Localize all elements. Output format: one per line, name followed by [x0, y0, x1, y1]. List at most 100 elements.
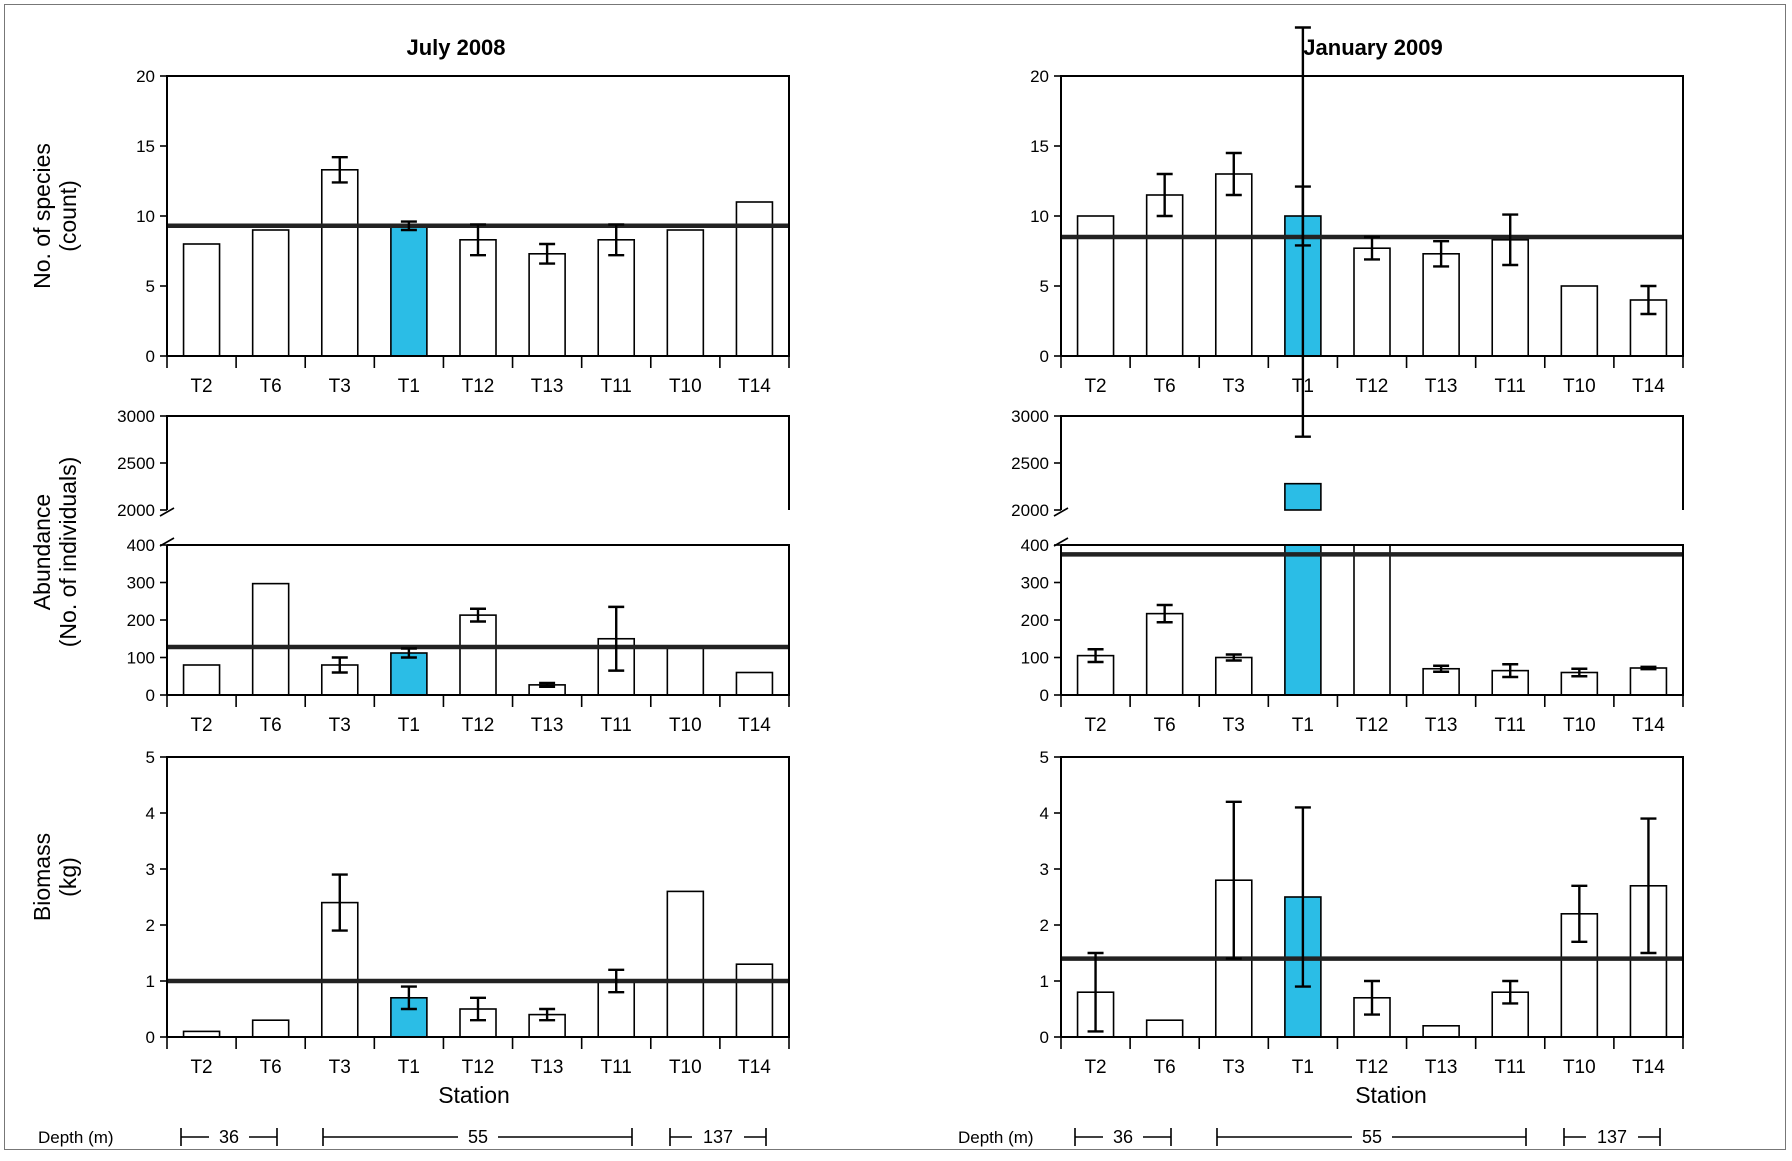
- ytick-label-jan-abundance-300: 300: [1021, 574, 1049, 593]
- ylabel-biomass-line1: Biomass: [29, 833, 55, 921]
- xtick-label-jul-biomass-T3: T3: [329, 1057, 351, 1078]
- depth-value-left-137: 137: [703, 1127, 733, 1147]
- ytick-label-jul-abundance-0: 0: [146, 686, 155, 705]
- xtick-label-jul-species-T3: T3: [329, 376, 351, 397]
- xtick-label-jul-biomass-T6: T6: [260, 1057, 282, 1078]
- xlabel-station-right: Station: [1355, 1082, 1427, 1108]
- error-bar-jul-abundance-T3: [331, 656, 348, 674]
- xtick-label-jan-biomass-T2: T2: [1084, 1057, 1106, 1078]
- xtick-label-jul-biomass-T2: T2: [190, 1057, 212, 1078]
- ytick-label-jul-abundance-300: 300: [127, 574, 155, 593]
- ytick-label-jan-biomass-4: 4: [1040, 804, 1049, 823]
- error-bar-jan-biomass-T10: [1571, 884, 1588, 943]
- xtick-label-jan-abundance-T14: T14: [1632, 715, 1665, 736]
- ytick-label-jan-species-5: 5: [1040, 277, 1049, 296]
- error-bar-jan-biomass-T3: [1225, 800, 1242, 960]
- error-bar-jan-species-T11: [1502, 213, 1519, 267]
- figure-frame: [4, 4, 1786, 1150]
- ytick-label-jul-species-0: 0: [146, 347, 155, 366]
- bar-jul-abundance-T6: [251, 582, 290, 696]
- bar-jan-species-T6: [1145, 194, 1184, 357]
- depth-value-left-55: 55: [468, 1127, 488, 1147]
- xtick-label-jul-abundance-T12: T12: [462, 715, 495, 736]
- panel-jul-species: 0 5 10 15 20 T2 T6 T3 T1 T12 T13 T11 T10 T14: [136, 67, 790, 397]
- error-bar-jul-species-T1: [400, 220, 417, 232]
- error-bar-jul-biomass-T13: [539, 1007, 556, 1022]
- ytick-label-jan-abundance-400: 400: [1021, 536, 1049, 555]
- depth-label-left: Depth (m): [38, 1128, 114, 1147]
- xtick-label-jan-abundance-T10: T10: [1563, 715, 1596, 736]
- error-bar-jan-biomass-T11: [1502, 979, 1519, 1005]
- error-bar-jan-biomass-T12: [1364, 979, 1380, 1016]
- depth-label-right: Depth (m): [958, 1128, 1034, 1147]
- xtick-label-jan-biomass-T10: T10: [1563, 1057, 1596, 1078]
- xtick-label-jul-abundance-T1: T1: [398, 715, 420, 736]
- panel-jul-biomass: 0 1 2 3 4 5 T2 T6 T3 T1 T12 T13 T11 T10 T14: [146, 748, 790, 1078]
- xtick-label-jan-species-T13: T13: [1425, 376, 1458, 397]
- error-bar-jan-abundance-T11: [1502, 663, 1519, 679]
- ytick-label-jul-biomass-0: 0: [146, 1028, 155, 1047]
- ytick-label-jan-biomass-5: 5: [1040, 748, 1049, 767]
- ytick-label-jan-biomass-2: 2: [1040, 916, 1049, 935]
- xtick-label-jul-abundance-T10: T10: [669, 715, 702, 736]
- xtick-label-jan-species-T6: T6: [1154, 376, 1176, 397]
- bar-jul-biomass-T10: [666, 890, 705, 1038]
- ytick-label-jan-biomass-0: 0: [1040, 1028, 1049, 1047]
- ytick-label-jul-abundance-200: 200: [127, 611, 155, 630]
- ytick-label-jul-biomass-1: 1: [146, 972, 155, 991]
- xtick-label-jul-abundance-T11: T11: [601, 715, 632, 736]
- xtick-label-jul-biomass-T11: T11: [601, 1057, 632, 1078]
- bar-jan-abundance-T3: [1214, 656, 1253, 696]
- ytick-label-jan-biomass-1: 1: [1040, 972, 1049, 991]
- ytick-label-jul-species-20: 20: [136, 67, 155, 86]
- bar-jul-species-T6: [251, 229, 290, 357]
- error-bar-jul-abundance-T12: [470, 607, 486, 623]
- xtick-label-jul-species-T13: T13: [531, 376, 564, 397]
- ylabel-species-line2: (count): [55, 180, 81, 252]
- error-bar-jul-abundance-T13: [539, 681, 556, 688]
- bar-jul-abundance-T1: [390, 652, 428, 696]
- xtick-label-jul-biomass-T13: T13: [531, 1057, 564, 1078]
- bar-jan-abundance-T12: [1353, 544, 1391, 696]
- error-bar-jan-biomass-T2: [1087, 951, 1104, 1033]
- ytick-label-jan-species-20: 20: [1030, 67, 1049, 86]
- xtick-label-jul-abundance-T13: T13: [531, 715, 564, 736]
- xtick-label-jan-abundance-T13: T13: [1425, 715, 1458, 736]
- error-bar-jan-biomass-T1: [1294, 806, 1311, 988]
- xtick-label-jul-species-T11: T11: [601, 376, 632, 397]
- error-bar-jan-biomass-T14: [1640, 817, 1657, 955]
- ytick-label-jul-abundance-400: 400: [127, 536, 155, 555]
- xtick-label-jan-biomass-T3: T3: [1223, 1057, 1245, 1078]
- xtick-label-jul-species-T10: T10: [669, 376, 702, 397]
- error-bar-jan-abundance-T2: [1087, 648, 1104, 664]
- depth-bracket-left-36: [180, 1128, 278, 1146]
- depth-bracket-left-55: [322, 1128, 633, 1146]
- error-bar-jan-abundance-T1: [1294, 26, 1311, 438]
- xtick-label-jan-abundance-T12: T12: [1356, 715, 1389, 736]
- xtick-label-jan-abundance-T11: T11: [1495, 715, 1526, 736]
- depth-bracket-right-36: [1074, 1128, 1172, 1146]
- xtick-label-jan-abundance-T2: T2: [1084, 715, 1106, 736]
- error-bar-jan-abundance-T6: [1156, 603, 1173, 624]
- ytick-label-jul-biomass-3: 3: [146, 860, 155, 879]
- error-bar-jul-abundance-T11: [608, 605, 625, 672]
- ytick-label-jan-abundance-100: 100: [1021, 649, 1049, 668]
- ytick-label-jul-species-10: 10: [136, 207, 155, 226]
- xtick-label-jul-biomass-T12: T12: [462, 1057, 495, 1078]
- xtick-label-jan-biomass-T6: T6: [1154, 1057, 1176, 1078]
- ytick-label-jan-biomass-3: 3: [1040, 860, 1049, 879]
- error-bar-jan-species-T3: [1225, 151, 1242, 197]
- xtick-label-jul-species-T12: T12: [462, 376, 495, 397]
- panel-jul-abundance: 0 100 200 300 400 2000 2500 3000 T2 T6 T3 T1 T12 T13 T…: [117, 407, 790, 736]
- error-bar-jan-species-T6: [1156, 172, 1173, 218]
- xtick-label-jan-biomass-T12: T12: [1356, 1057, 1389, 1078]
- axis-break-jul-abundance-0: [159, 507, 175, 517]
- error-bar-jan-species-T14: [1640, 284, 1657, 316]
- xtick-label-jan-species-T11: T11: [1495, 376, 1526, 397]
- ytick-label-jul-species-5: 5: [146, 277, 155, 296]
- error-bar-jul-species-T11: [608, 223, 625, 257]
- ytick-label-jan-abundance-3000: 3000: [1011, 407, 1049, 426]
